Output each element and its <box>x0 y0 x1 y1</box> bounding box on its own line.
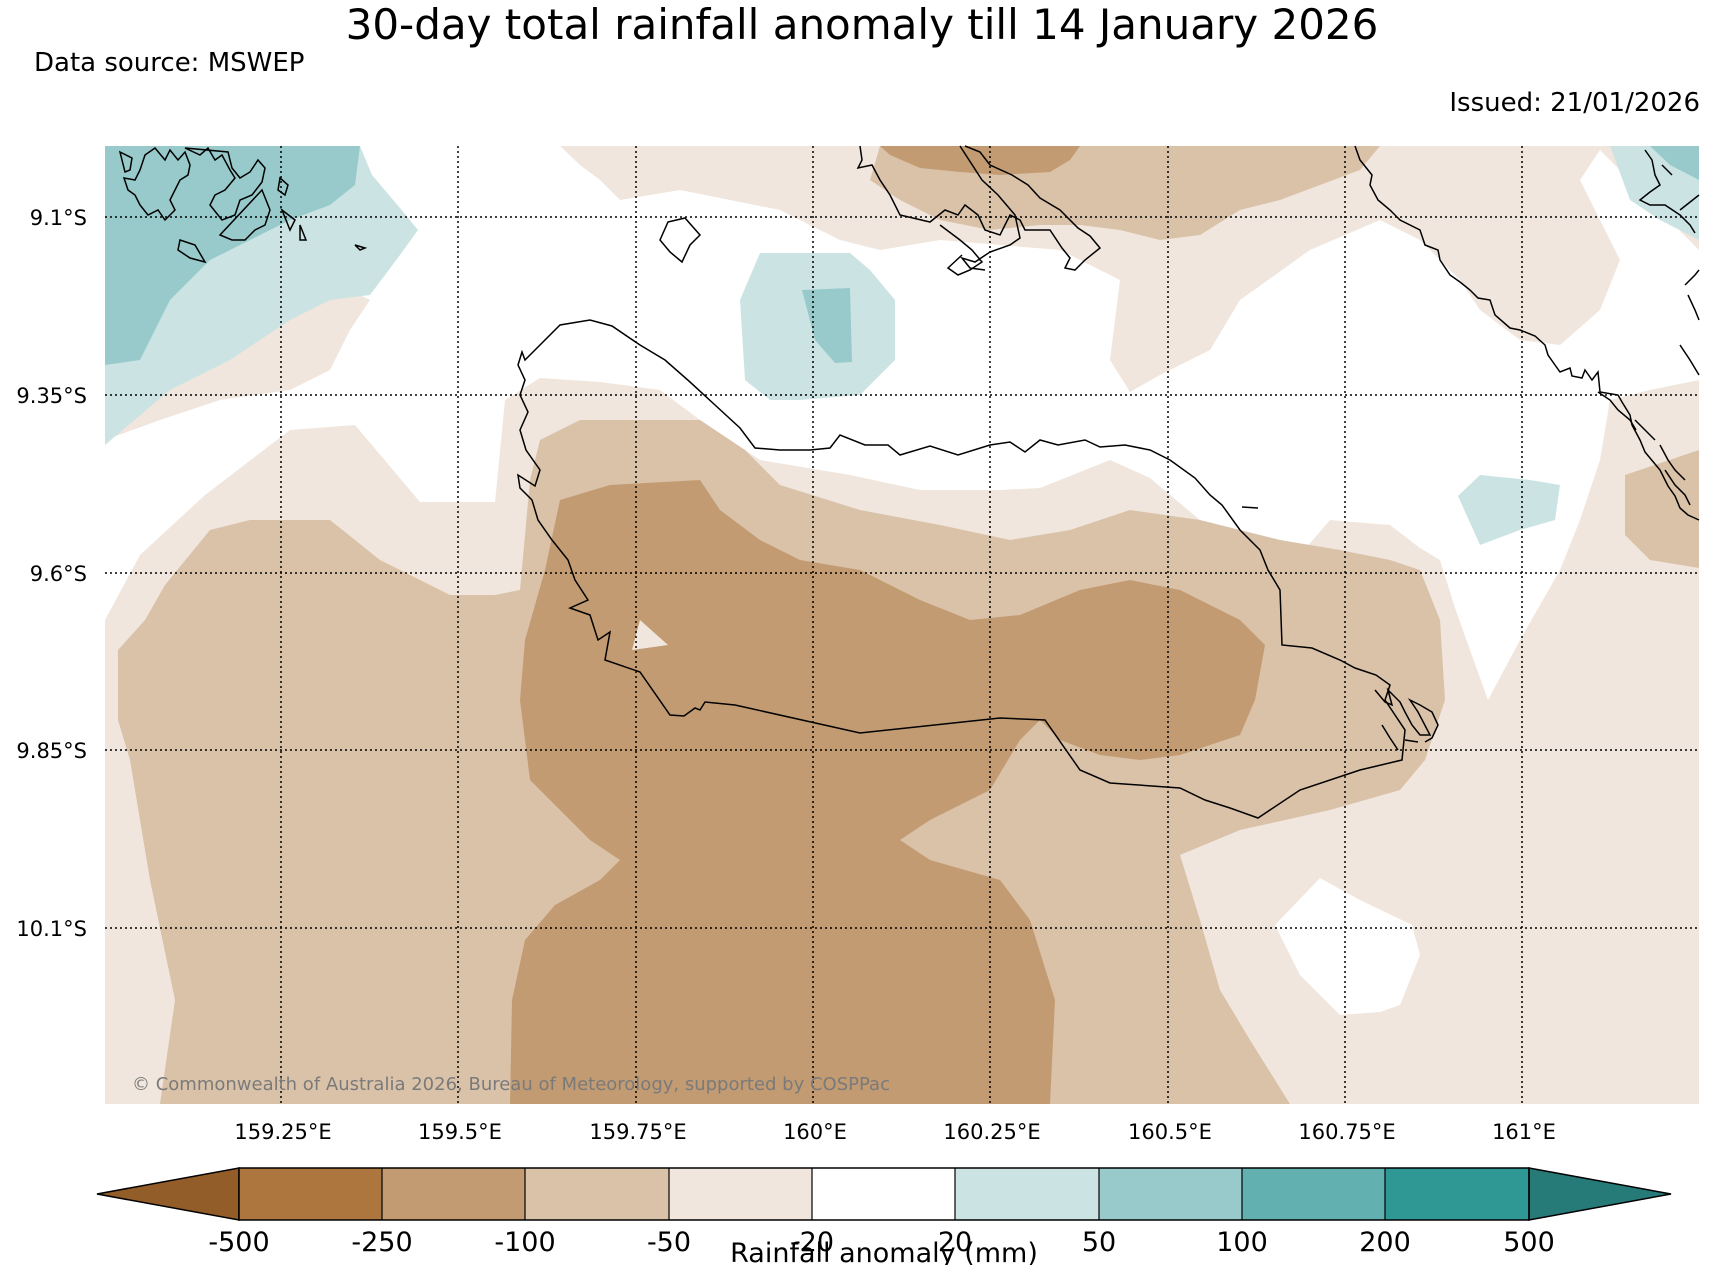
coastline-small-island <box>659 217 702 264</box>
latitude-labels: 9.1°S 9.35°S 9.6°S 9.85°S 10.1°S <box>16 206 87 941</box>
anomaly-band-20-50-east <box>1458 475 1560 545</box>
colorbar-bin <box>1099 1168 1242 1220</box>
colorbar-tick-label: -20 <box>790 1227 834 1258</box>
anomaly-band-50-100-center <box>802 288 852 363</box>
coastline-islet <box>1241 506 1259 509</box>
colorbar-tick-label: 50 <box>1082 1227 1116 1258</box>
colorbar: -500 -250 -100 -50 -20 20 50 100 200 500… <box>96 1167 1672 1265</box>
colorbar-bin <box>812 1168 955 1220</box>
colorbar-bin <box>1242 1168 1385 1220</box>
lon-label-160-75: 160.75°E <box>1298 1120 1395 1144</box>
lat-label-9-85: 9.85°S <box>16 739 87 763</box>
lon-label-160-5: 160.5°E <box>1128 1120 1212 1144</box>
lon-label-159-5: 159.5°E <box>418 1120 502 1144</box>
coastline <box>118 145 1700 819</box>
colorbar-tick-label: -50 <box>647 1227 691 1258</box>
colorbar-tick-label: -500 <box>208 1227 269 1258</box>
graticule <box>105 146 1699 1104</box>
anomaly-band-minus50-minus20-north <box>560 146 1699 392</box>
colorbar-extend-low <box>96 1167 240 1221</box>
coastline-se-islands <box>1374 687 1439 751</box>
colorbar-title: Rainfall anomaly (mm) <box>730 1238 1038 1265</box>
issued-date-label: Issued: 21/01/2026 <box>1449 88 1700 118</box>
coastline-guadalcanal <box>517 319 1406 819</box>
anomaly-band-neutral-hole <box>632 620 668 650</box>
anomaly-band-minus250-minus100-north <box>880 146 1080 175</box>
anomaly-band-50-100-nw <box>105 146 360 365</box>
colorbar-tick-label: 500 <box>1503 1227 1555 1258</box>
longitude-labels: 159.25°E 159.5°E 159.75°E 160°E 160.25°E… <box>234 1120 1556 1144</box>
data-source-label: Data source: MSWEP <box>34 48 305 78</box>
colorbar-bin <box>382 1168 525 1220</box>
coastline-nw-islands <box>118 146 368 264</box>
anomaly-band-50-100-ne <box>1650 146 1699 180</box>
coastline-malaita <box>1354 145 1700 521</box>
lon-label-161: 161°E <box>1492 1120 1556 1144</box>
colorbar-extend-high <box>1528 1167 1672 1221</box>
lon-label-159-75: 159.75°E <box>589 1120 686 1144</box>
lon-label-160: 160°E <box>783 1120 847 1144</box>
colorbar-bin <box>1385 1168 1529 1220</box>
colorbar-tick-label: -100 <box>494 1227 555 1258</box>
coastline-ne-bits <box>1597 149 1700 506</box>
copyright-notice: © Commonwealth of Australia 2026, Bureau… <box>132 1074 890 1095</box>
coastline-florida-islands <box>856 145 1102 276</box>
lat-label-9-1: 9.1°S <box>30 206 87 230</box>
colorbar-tick-label: 20 <box>938 1227 972 1258</box>
map-title: 30-day total rainfall anomaly till 14 Ja… <box>345 0 1379 49</box>
colorbar-tick-label: 100 <box>1216 1227 1268 1258</box>
colorbar-bin <box>239 1168 382 1220</box>
lat-label-9-35: 9.35°S <box>16 384 87 408</box>
colorbar-bin <box>955 1168 1099 1220</box>
lat-label-9-6: 9.6°S <box>30 562 87 586</box>
anomaly-band-minus100-minus50-east <box>1625 450 1699 568</box>
colorbar-tick-label: 200 <box>1359 1227 1411 1258</box>
lat-label-10-1: 10.1°S <box>16 917 87 941</box>
lon-label-160-25: 160.25°E <box>943 1120 1040 1144</box>
colorbar-bin <box>669 1168 812 1220</box>
anomaly-band-minus250-minus100 <box>510 480 1265 1104</box>
colorbar-tick-label: -250 <box>351 1227 412 1258</box>
lon-label-159-25: 159.25°E <box>234 1120 331 1144</box>
anomaly-band-neutral-southeast <box>1275 878 1420 1015</box>
anomaly-field <box>105 146 1699 1104</box>
colorbar-bin <box>525 1168 669 1220</box>
